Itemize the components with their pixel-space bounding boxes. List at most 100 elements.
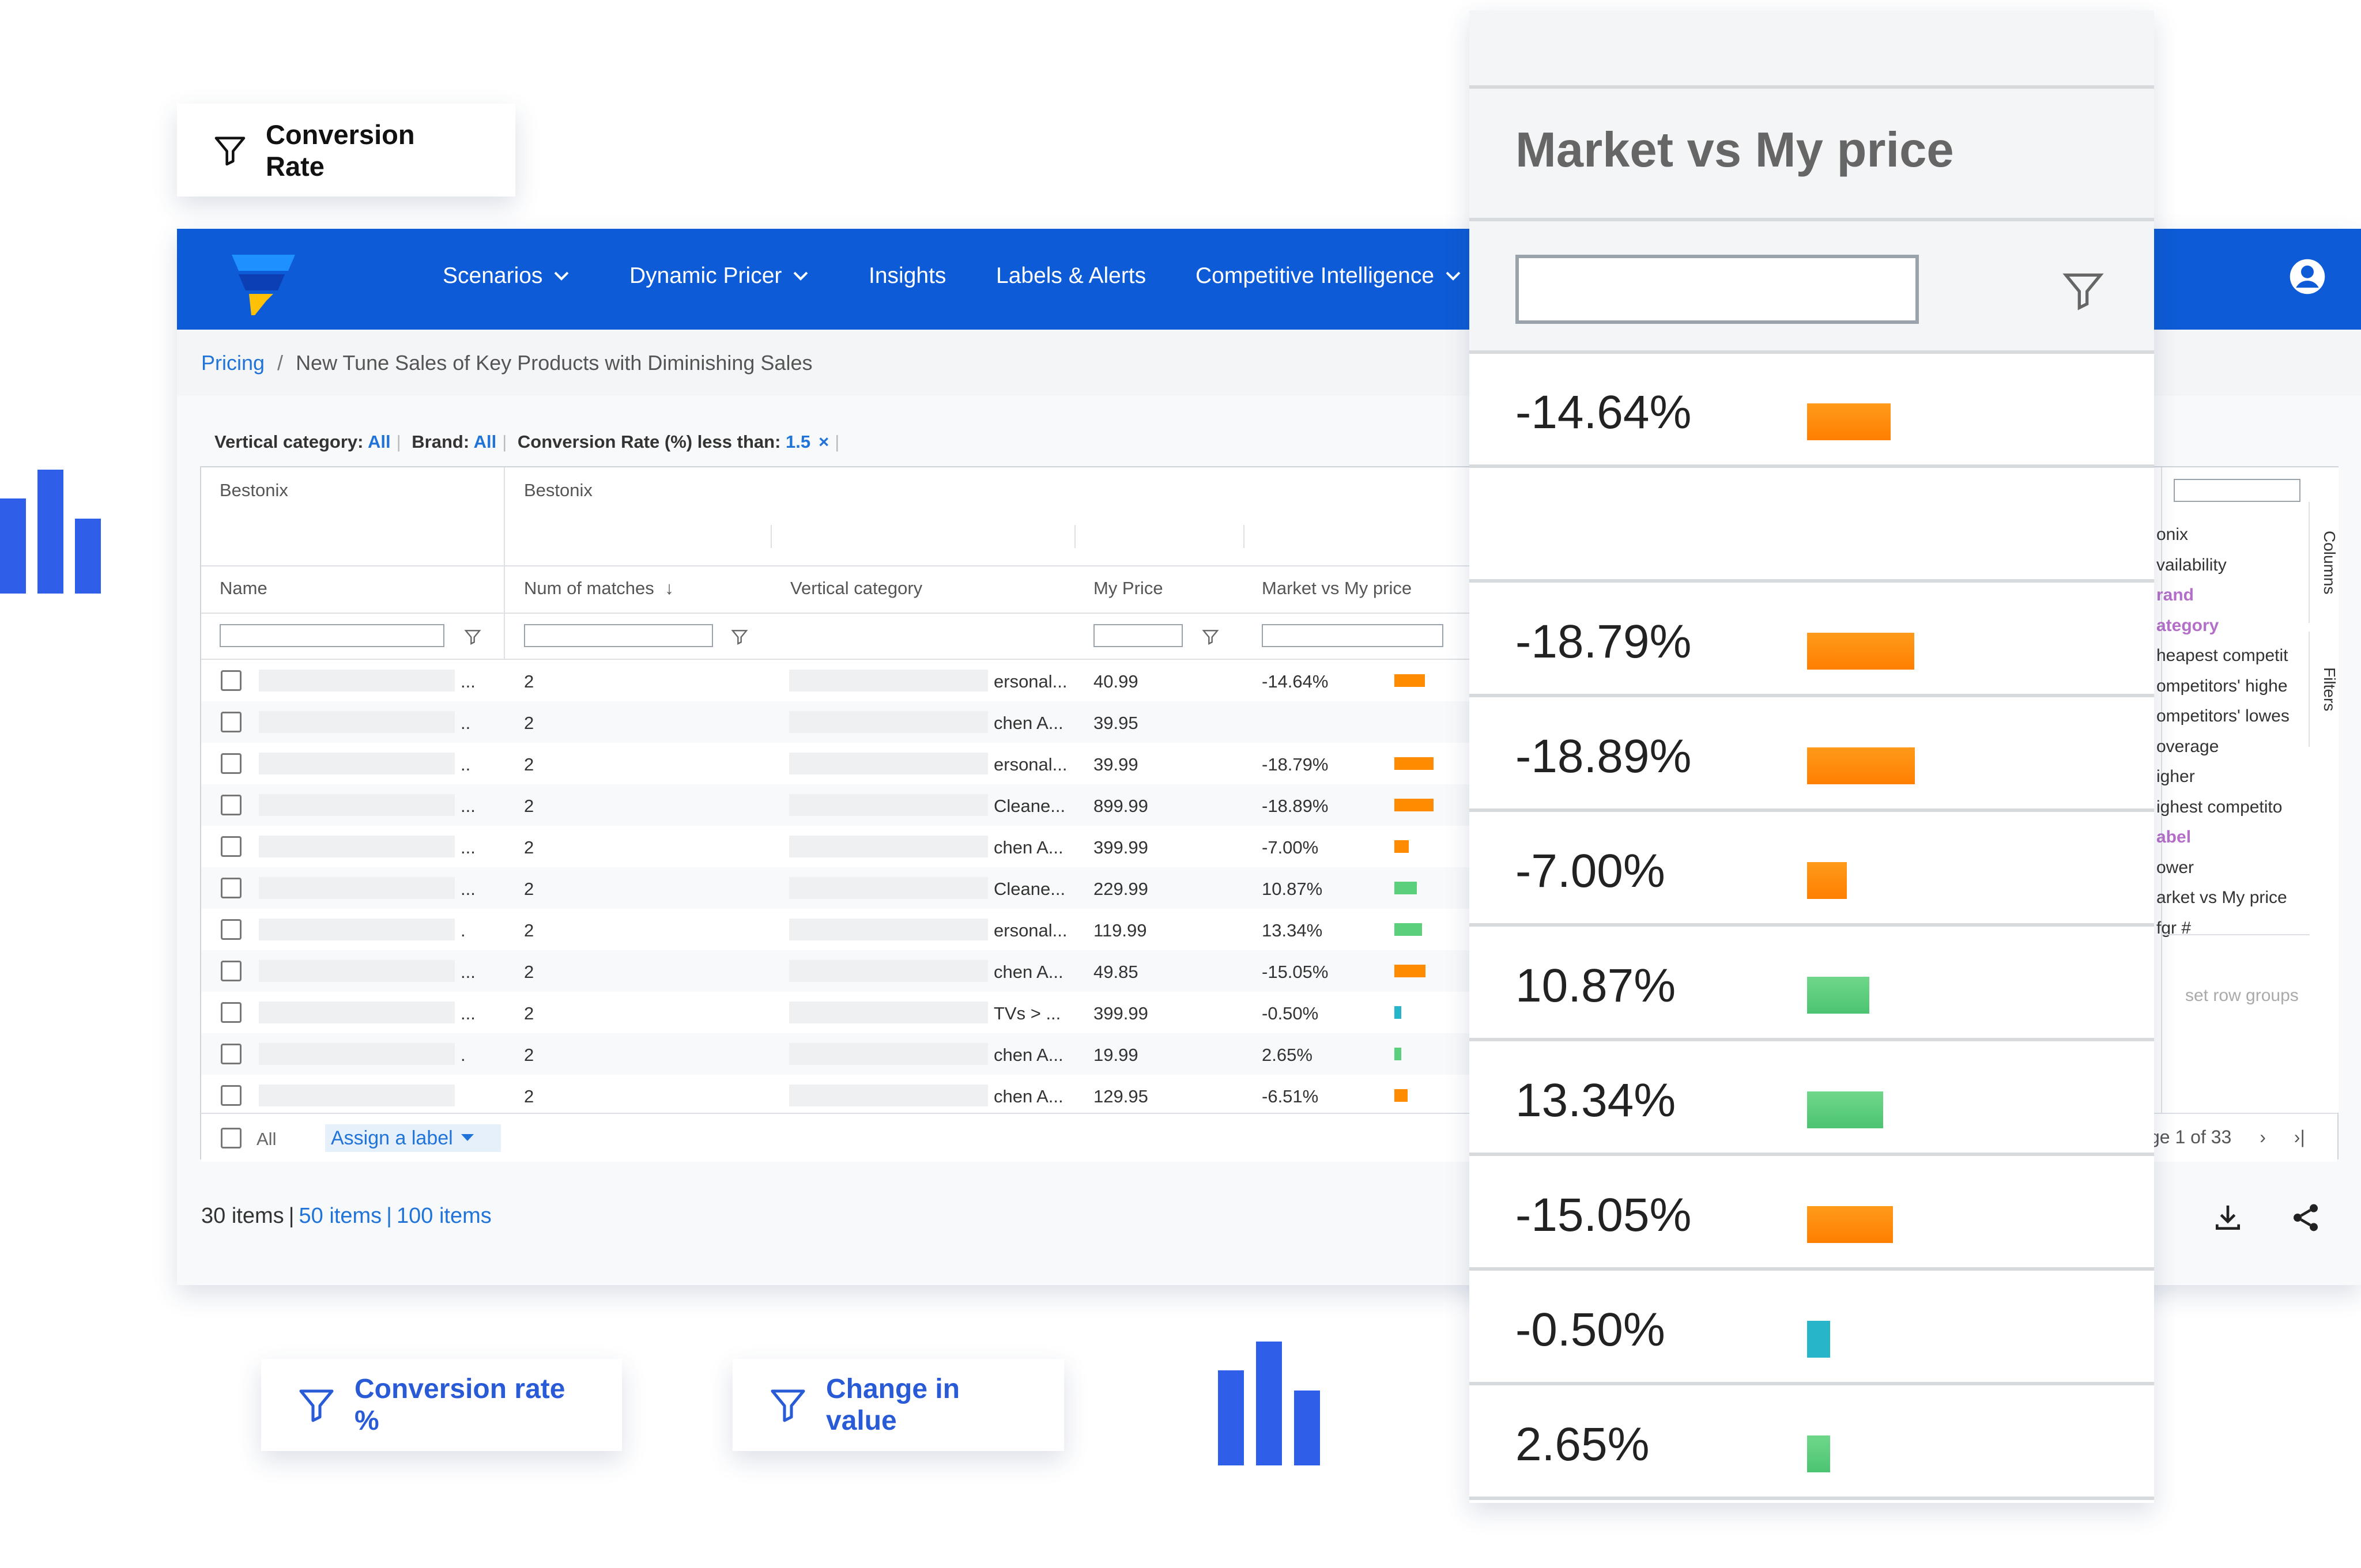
column-option[interactable]: arket vs My price — [2156, 888, 2287, 907]
category-cell: ersonal... — [994, 754, 1068, 774]
select-all-checkbox[interactable] — [221, 1128, 242, 1148]
zoom-value-bar — [1807, 747, 1915, 784]
column-option[interactable]: onix — [2156, 525, 2189, 544]
column-option[interactable]: heapest competit — [2156, 646, 2288, 665]
price-cell: 399.99 — [1093, 837, 1148, 857]
table-row[interactable]: 2 chen A... 129.95 -6.51% — [201, 1075, 1469, 1116]
nav-scenarios[interactable]: Scenarios — [443, 263, 570, 289]
column-header-my-price[interactable]: My Price — [1093, 578, 1163, 598]
table-row[interactable]: ... 2 ersonal... 40.99 -14.64% — [201, 660, 1469, 701]
nav-label: Insights — [869, 263, 946, 288]
filter-icon[interactable] — [2060, 267, 2106, 313]
bar-chart-decoration-icon — [0, 470, 104, 594]
table-row[interactable]: ... 2 Cleane... 899.99 -18.89% — [201, 784, 1469, 826]
category-placeholder — [789, 670, 988, 692]
table-row[interactable]: ... 2 chen A... 399.99 -7.00% — [201, 826, 1469, 867]
nav-dynamic-pricer[interactable]: Dynamic Pricer — [629, 263, 809, 289]
filter-icon[interactable] — [1201, 628, 1220, 646]
table-row[interactable]: ... 2 Cleane... 229.99 10.87% — [201, 867, 1469, 909]
table-row[interactable]: .. 2 chen A... 39.95 — [201, 701, 1469, 743]
next-page-icon[interactable]: › — [2260, 1127, 2266, 1147]
row-checkbox[interactable] — [221, 670, 242, 691]
share-icon[interactable] — [2290, 1201, 2322, 1234]
column-option[interactable]: overage — [2156, 736, 2219, 756]
breadcrumb-link[interactable]: Pricing — [201, 351, 265, 375]
assign-label-dropdown[interactable]: Assign a label — [325, 1124, 501, 1152]
conversion-rate-chip[interactable]: Conversion Rate — [177, 104, 515, 197]
name-ellipsis: ... — [461, 671, 476, 692]
column-header-name[interactable]: Name — [220, 578, 267, 598]
column-header-market-vs-my-price[interactable]: Market vs My price — [1262, 578, 1412, 598]
page-size-50[interactable]: 50 items — [299, 1204, 382, 1228]
name-placeholder — [259, 960, 455, 982]
conversion-rate-pct-chip[interactable]: Conversion rate % — [261, 1359, 622, 1451]
column-option[interactable]: vailability — [2156, 555, 2227, 575]
zoom-value: -18.89% — [1515, 730, 1692, 783]
table-row[interactable]: .. 2 ersonal... 39.99 -18.79% — [201, 743, 1469, 784]
user-account-icon[interactable] — [2288, 258, 2326, 296]
column-option[interactable]: rand — [2156, 585, 2194, 604]
row-checkbox[interactable] — [221, 712, 242, 732]
table-row[interactable]: ... 2 chen A... 49.85 -15.05% — [201, 950, 1469, 992]
nav-labels-alerts[interactable]: Labels & Alerts — [996, 263, 1146, 289]
row-checkbox[interactable] — [221, 753, 242, 774]
row-checkbox[interactable] — [221, 919, 242, 940]
filter-value-conversion[interactable]: 1.5 — [786, 432, 811, 452]
zoom-value-bar — [1807, 862, 1847, 899]
row-checkbox[interactable] — [221, 795, 242, 815]
last-page-icon[interactable]: ›| — [2294, 1127, 2305, 1147]
column-option[interactable]: ategory — [2156, 615, 2219, 635]
table-row[interactable]: ... 2 TVs > ... 399.99 -0.50% — [201, 992, 1469, 1033]
matches-cell: 2 — [524, 671, 534, 692]
filter-icon — [299, 1389, 334, 1422]
column-header-matches[interactable]: Num of matches ↓ — [524, 578, 674, 599]
download-icon[interactable] — [2212, 1201, 2244, 1234]
price-filter-input[interactable] — [1093, 624, 1183, 647]
name-filter-input[interactable] — [220, 624, 444, 647]
column-option[interactable]: abel — [2156, 828, 2192, 847]
nav-competitive-intelligence[interactable]: Competitive Intelligence — [1195, 263, 1462, 289]
row-checkbox[interactable] — [221, 1085, 242, 1106]
tab-filters[interactable]: Filters — [2309, 632, 2339, 747]
row-checkbox[interactable] — [221, 878, 242, 898]
price-cell: 19.99 — [1093, 1045, 1138, 1065]
column-option[interactable]: ower — [2156, 857, 2194, 877]
tab-columns[interactable]: Columns — [2309, 502, 2339, 623]
filter-value-brand[interactable]: All — [473, 432, 497, 452]
zoom-filter-input[interactable] — [1515, 255, 1919, 324]
table-row[interactable]: . 2 chen A... 19.99 2.65% — [201, 1033, 1469, 1075]
matches-cell: 2 — [524, 879, 534, 899]
column-option[interactable]: igher — [2156, 767, 2195, 786]
market-vs-price-cell: -7.00% — [1262, 837, 1319, 857]
filter-label: Conversion Rate (%) less than: — [517, 432, 781, 452]
row-checkbox[interactable] — [221, 836, 242, 857]
name-ellipsis: . — [461, 1045, 466, 1065]
matches-filter-input[interactable] — [524, 624, 713, 647]
market-vs-price-filter-input[interactable] — [1262, 624, 1443, 647]
name-ellipsis: ... — [461, 1003, 476, 1023]
row-checkbox[interactable] — [221, 1044, 242, 1064]
filter-icon[interactable] — [730, 628, 749, 646]
value-bar — [1394, 923, 1423, 936]
market-vs-price-cell: -15.05% — [1262, 962, 1329, 982]
value-bar — [1394, 840, 1409, 853]
row-checkbox[interactable] — [221, 961, 242, 981]
filter-icon[interactable] — [463, 628, 482, 646]
change-in-value-chip[interactable]: Change in value — [733, 1359, 1064, 1451]
page-size-100[interactable]: 100 items — [397, 1204, 492, 1228]
select-all-label: All — [257, 1129, 277, 1149]
row-checkbox[interactable] — [221, 1002, 242, 1023]
column-option[interactable]: ighest competito — [2156, 797, 2283, 817]
category-cell: chen A... — [994, 837, 1063, 857]
columns-search-input[interactable] — [2174, 479, 2300, 502]
filter-value-vertical[interactable]: All — [367, 432, 391, 452]
column-option[interactable]: ompetitors' highe — [2156, 676, 2288, 696]
nav-insights[interactable]: Insights — [869, 263, 946, 289]
table-row[interactable]: . 2 ersonal... 119.99 13.34% — [201, 909, 1469, 950]
market-vs-price-cell: -6.51% — [1262, 1086, 1319, 1106]
row-groups-dropzone[interactable]: set row groups — [2185, 986, 2299, 1005]
column-option[interactable]: ompetitors' lowes — [2156, 706, 2290, 726]
clear-filter-icon[interactable]: × — [819, 432, 829, 452]
column-header-vertical-category[interactable]: Vertical category — [790, 578, 923, 598]
name-placeholder — [259, 711, 455, 733]
